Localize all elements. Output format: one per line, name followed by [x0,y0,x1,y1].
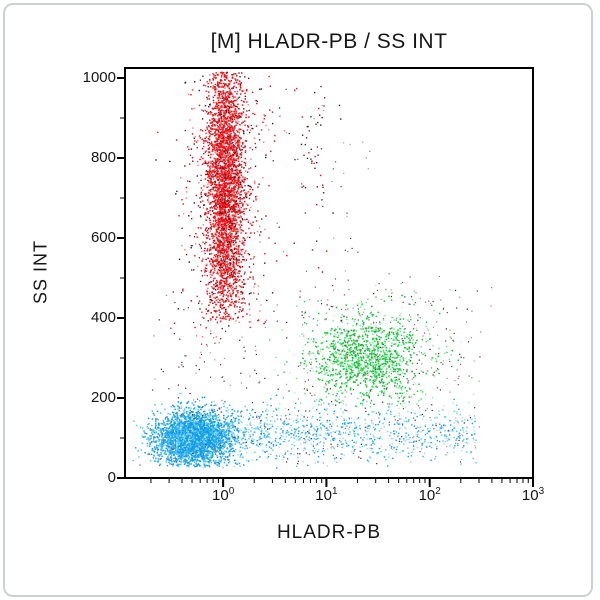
x-axis-label: HLADR-PB [276,522,382,543]
y-tick-label: 1000 [82,69,116,86]
y-tick-label: 400 [90,309,116,326]
chart-title: [M] HLADR-PB / SS INT [210,30,448,53]
y-tick-label: 0 [107,469,116,486]
x-tick-label: 101 [315,486,338,505]
y-tick-label: 200 [90,389,116,406]
x-tick-label: 100 [212,486,235,505]
y-tick-label: 800 [90,149,116,166]
y-axis-label: SS INT [30,239,51,305]
x-tick-label: 102 [418,486,441,505]
x-tick-label: 103 [521,486,545,505]
y-tick-label: 600 [90,229,116,246]
